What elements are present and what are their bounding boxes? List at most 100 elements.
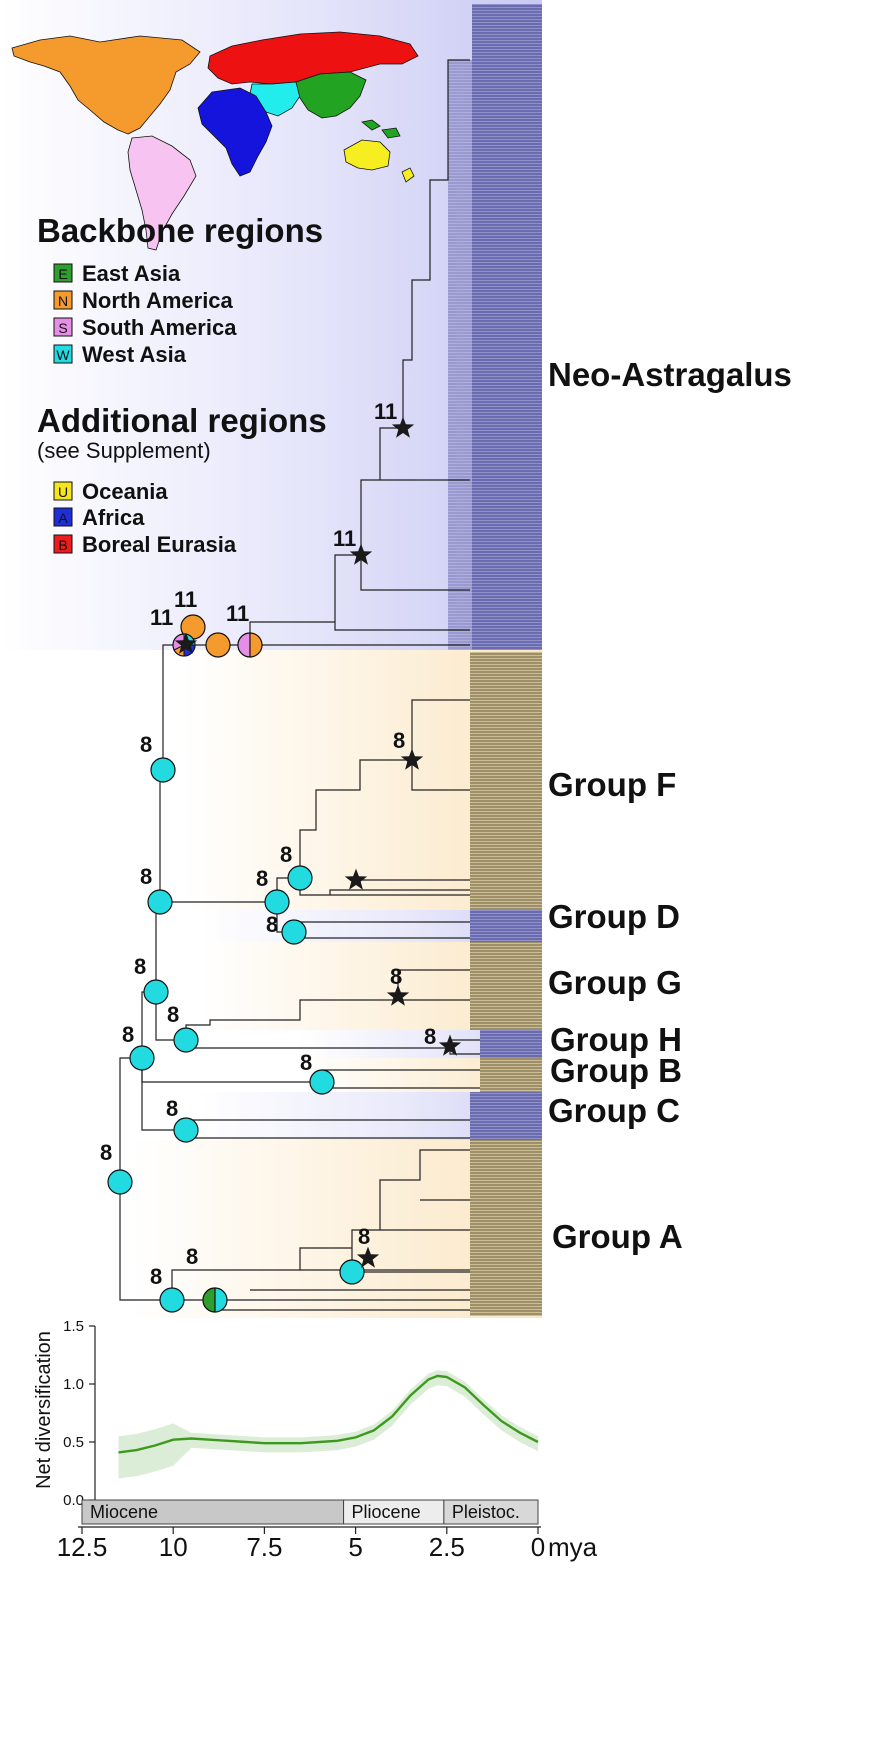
node-label: 8 [358,1224,370,1249]
tips-g [470,942,542,1030]
legend-item-oceania: U Oceania [53,479,168,504]
svg-text:N: N [58,293,68,309]
group-label-a: Group A [552,1218,683,1255]
node-pie-west-asia [339,1259,365,1285]
group-label-d: Group D [548,898,680,935]
node-label: 11 [150,605,173,630]
group-label-c: Group C [548,1092,680,1129]
node-label: 8 [167,1002,179,1027]
y-tick-label: 0.5 [63,1434,84,1451]
legend-item-east-asia: E East Asia [53,261,181,286]
node-label: 8 [134,954,146,979]
node-pie-north-south-america [237,632,263,658]
y-ticks: 0.0 0.5 1.0 1.5 [63,1318,95,1509]
x-axis-unit: mya [548,1532,598,1562]
net-diversification-line [118,1374,539,1454]
map-boreal-eurasia [207,31,419,85]
node-pie-east-west-asia [202,1287,228,1313]
legend-item-south-america: S South America [53,315,237,340]
svg-text:Oceania: Oceania [82,479,168,504]
node-pie-west-asia [173,1027,199,1053]
legend-item-north-america: N North America [53,288,234,313]
node-pie-west-asia [287,865,313,891]
group-label-b: Group B [550,1052,682,1089]
svg-text:Africa: Africa [82,505,145,530]
node-pie-west-asia [143,979,169,1005]
legend-additional-title: Additional regions [37,402,327,439]
node-label: 8 [140,732,152,757]
legend-additional-subtitle: (see Supplement) [37,438,211,463]
node-label: 8 [300,1050,312,1075]
x-tick-label: 7.5 [246,1532,282,1562]
uncertainty-band [118,1370,538,1479]
svg-text:A: A [58,510,68,526]
node-label: 11 [333,526,356,551]
node-pie-north-america [205,632,231,658]
map-islands [361,119,401,139]
tips-d [470,910,542,942]
tips-a [470,1140,542,1316]
map-east-asia [295,71,367,119]
node-label: 8 [266,912,278,937]
tips-h [480,1030,542,1058]
x-tick-label: 5 [348,1532,362,1562]
node-pie-west-asia [281,919,307,945]
world-map [11,31,419,251]
epoch-band [443,1499,539,1525]
svg-text:U: U [58,484,68,500]
node-label: 8 [390,964,402,989]
y-axis-label: Net diversification [33,1331,55,1489]
node-label: 8 [150,1264,162,1289]
node-pie-west-asia [264,889,290,915]
node-pie-west-asia [129,1045,155,1071]
node-pie-west-asia [107,1169,133,1195]
group-label-f: Group F [548,766,676,803]
svg-text:Boreal Eurasia: Boreal Eurasia [82,532,237,557]
node-pie-west-asia [147,889,173,915]
svg-text:B: B [58,537,67,553]
legend-item-west-asia: W West Asia [53,342,187,367]
diversification-chart: 0.0 0.5 1.0 1.5 Net diversification Miocene… [33,1318,598,1562]
tip-blocks [448,4,542,1316]
y-tick-label: 1.0 [63,1376,84,1393]
epoch-band [81,1499,345,1525]
svg-text:East Asia: East Asia [82,261,181,286]
chart-uncertainty-band [118,1370,538,1479]
tips-neo-shoulder [448,60,472,650]
node-label: 8 [100,1140,112,1165]
group-labels: Neo-Astragalus Group F Group D Group G G… [548,356,792,1255]
x-tick-label: 10 [159,1532,188,1562]
node-pie-west-asia [159,1287,185,1313]
x-tick-label: 2.5 [429,1532,465,1562]
legend-item-boreal-eurasia: B Boreal Eurasia [53,532,237,557]
node-label: 8 [140,864,152,889]
svg-text:North America: North America [82,288,234,313]
node-label: 8 [393,728,405,753]
legend-item-africa: A Africa [53,505,145,530]
chart-axes [78,1326,541,1528]
group-label-neo-astragalus: Neo-Astragalus [548,356,792,393]
y-tick-label: 1.5 [63,1318,84,1335]
epoch-bar: Miocene Pliocene Pleistoc. [81,1499,539,1525]
x-tick-label: 12.5 [57,1532,108,1562]
epoch-band [343,1499,445,1525]
map-south-america [127,135,197,251]
node-label: 8 [256,866,268,891]
node-label: 8 [122,1022,134,1047]
map-new-zealand [401,167,415,183]
node-label: 11 [174,587,197,612]
ancestral-nodes [107,614,365,1313]
group-label-g: Group G [548,964,682,1001]
node-label: 11 [374,399,397,424]
node-labels: 11 11 11 11 11 8 8 8 8 8 8 8 8 8 8 8 8 8… [100,399,436,1289]
node-label: 8 [166,1096,178,1121]
legend: Backbone regions E East Asia N North Ame… [37,212,327,557]
svg-text:W: W [56,347,70,363]
tips-neo [472,4,542,650]
svg-text:E: E [58,266,67,282]
node-pie-west-asia [173,1117,199,1143]
node-label: 8 [186,1244,198,1269]
x-tick-label: 0 [531,1532,545,1562]
tips-f [470,652,542,910]
